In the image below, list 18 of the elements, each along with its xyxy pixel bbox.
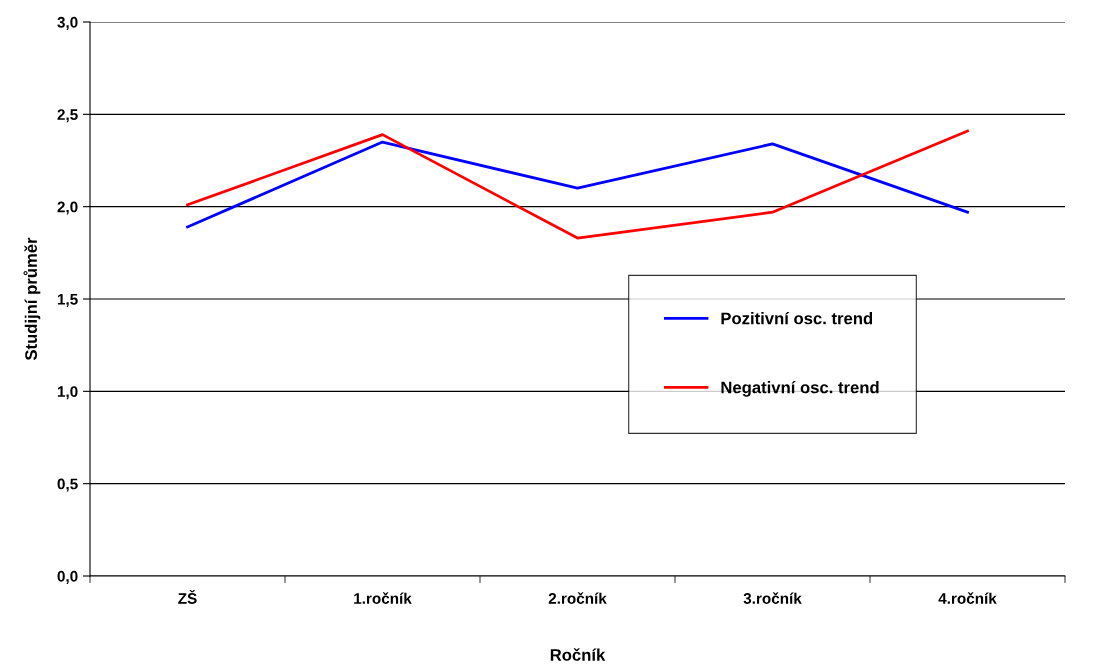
y-axis-title: Studijní průměr — [23, 237, 41, 361]
line-series — [186, 129, 969, 240]
y-tick-label: 2,5 — [57, 109, 78, 123]
legend-label: Negativní osc. trend — [721, 380, 879, 397]
y-tick-label: 3,0 — [57, 16, 78, 30]
x-axis-title: Ročník — [550, 648, 606, 661]
x-tick-label: 1.ročník — [354, 592, 412, 604]
y-tick-label: 2,0 — [57, 201, 78, 215]
y-tick-label: 1,0 — [57, 386, 78, 400]
x-tick-label: 4.ročník — [938, 592, 997, 604]
x-tick-label: ZŠ — [178, 590, 197, 604]
y-tick-label: 0,5 — [57, 478, 78, 492]
line-series — [186, 140, 969, 229]
x-tick-label: 3.ročník — [743, 592, 802, 604]
y-tick-label: 1,5 — [57, 294, 78, 307]
y-tick-label: 0,0 — [57, 570, 78, 584]
legend-label: Pozitivní osc. trend — [721, 311, 873, 325]
x-tick-label: 2.ročník — [548, 592, 607, 604]
